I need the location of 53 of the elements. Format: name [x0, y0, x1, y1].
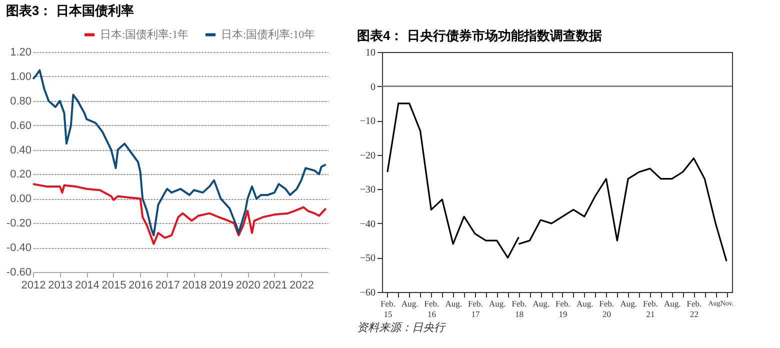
x-tick-label: 2019 [209, 280, 234, 292]
y-tick-label: 0.20 [10, 168, 32, 181]
line-series [32, 69, 327, 236]
y-tick-label: 0.40 [10, 144, 32, 156]
x-tick-label: Feb. 17 [468, 298, 483, 319]
y-tick-label: −40 [360, 218, 376, 230]
x-tick-label: Aug. [401, 298, 418, 308]
x-tick-label: Aug. [664, 298, 681, 308]
x-tick-label: 2022 [290, 280, 314, 292]
y-tick-label: −10 [360, 116, 376, 128]
y-tick-label: 0.60 [10, 120, 32, 132]
x-tick-label: Aug. [488, 298, 506, 308]
y-tick-label: −60 [360, 288, 376, 298]
x-tick-label: 2017 [155, 280, 180, 292]
legend-label: 日本:国债利率:1年 [100, 28, 189, 41]
x-tick-label: 2016 [128, 280, 154, 292]
line-series [32, 183, 327, 245]
y-tick-label: 1.20 [10, 46, 32, 58]
x-tick-label: 2013 [48, 280, 73, 292]
y-tick-label: -0.20 [6, 218, 32, 230]
x-tick-label: 2020 [236, 280, 260, 292]
x-tick-label: Aug. [576, 298, 594, 308]
legend-label: 日本:国债利率:10年 [221, 28, 316, 41]
y-tick-label: -0.60 [6, 266, 32, 278]
y-tick-label: 0.00 [10, 193, 32, 206]
text: 资料来源：日央行 [357, 321, 447, 334]
x-tick-label: Feb. 22 [686, 298, 702, 319]
x-tick-label: 2018 [182, 280, 207, 292]
x-tick-label: 2021 [262, 280, 288, 292]
x-tick-label: Feb. 20 [599, 298, 614, 319]
y-tick-label: 1.00 [10, 70, 32, 83]
chart-title: 图表4： 日央行债券市场功能指数调查数据 [357, 28, 602, 43]
y-tick-label: 0.80 [10, 95, 32, 108]
line-series [518, 157, 728, 262]
y-tick-label: −30 [360, 184, 376, 196]
line-series [386, 102, 520, 259]
x-tick-label: Aug. [532, 298, 550, 308]
y-tick-label: 0 [370, 82, 376, 93]
x-tick-label: Feb. 21 [643, 298, 658, 319]
x-tick-label: Feb. 15 [380, 298, 396, 319]
x-tick-label: 2015 [102, 280, 126, 292]
chart-title: 图表3： 日本国债利率 [6, 3, 134, 18]
x-tick-label: 2014 [74, 280, 100, 292]
x-tick-label: Feb. 16 [424, 298, 440, 319]
x-tick-label: Aug. [620, 298, 637, 308]
x-tick-label: Feb. 18 [512, 298, 527, 319]
y-tick-label: 10 [366, 48, 376, 58]
x-tick-label: 2012 [21, 280, 46, 292]
x-tick-label: Aug. [445, 298, 462, 308]
x-tick-label: Feb. 19 [556, 298, 570, 319]
y-tick-label: −50 [360, 253, 376, 264]
y-tick-label: −20 [360, 150, 376, 162]
y-tick-label: -0.40 [6, 242, 32, 254]
